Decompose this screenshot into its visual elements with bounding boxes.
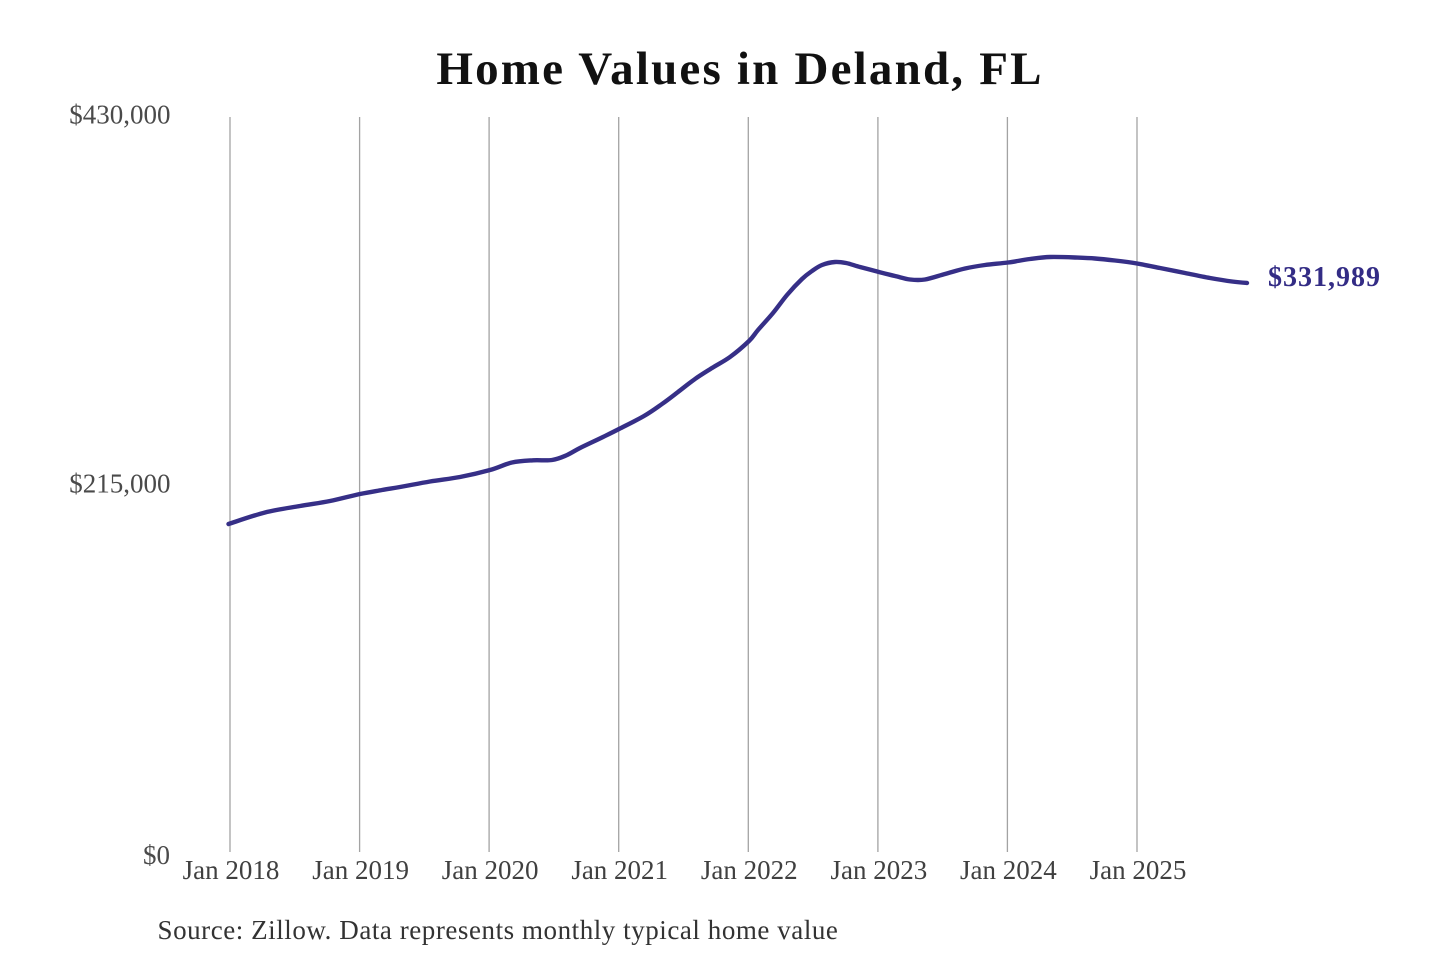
svg-text:$430,000: $430,000	[69, 100, 170, 130]
svg-text:Jan 2020: Jan 2020	[442, 855, 539, 885]
svg-text:Jan 2022: Jan 2022	[701, 855, 798, 885]
svg-text:Jan 2024: Jan 2024	[960, 855, 1057, 885]
svg-text:$215,000: $215,000	[69, 469, 170, 499]
svg-text:$0: $0	[143, 840, 170, 870]
svg-text:Home Values in Deland, FL: Home Values in Deland, FL	[436, 43, 1043, 95]
svg-text:Source: Zillow. Data represent: Source: Zillow. Data represents monthly …	[158, 915, 839, 945]
svg-text:Jan 2023: Jan 2023	[831, 855, 928, 885]
svg-text:Jan 2019: Jan 2019	[312, 855, 409, 885]
svg-text:Jan 2018: Jan 2018	[183, 855, 280, 885]
svg-text:$331,989: $331,989	[1268, 262, 1381, 293]
svg-text:Jan 2021: Jan 2021	[571, 855, 668, 885]
svg-text:Jan 2025: Jan 2025	[1090, 855, 1187, 885]
